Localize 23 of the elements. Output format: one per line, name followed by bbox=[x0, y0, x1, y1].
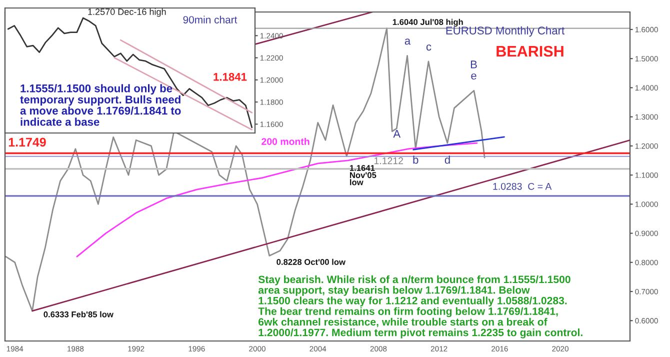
annotation: a bbox=[404, 38, 411, 45]
annotation: 1.1555/1.1500 should only be temporary support. Bulls need a move above 1.1769/1.1841 to indicate a base bbox=[20, 84, 181, 126]
annotation: EURUSD Monthly Chart bbox=[446, 26, 565, 37]
annotation: 1.2570 Dec-16 high bbox=[88, 8, 166, 17]
ref-line-label: 1.0283 C = A bbox=[493, 182, 552, 190]
line-series bbox=[7, 17, 253, 128]
annotation: 90min chart bbox=[183, 16, 238, 24]
annotation: 0.6333 Feb'85 low bbox=[44, 311, 114, 318]
annotation: 200 month bbox=[262, 138, 310, 145]
annotation: 1.1641 Nov'05 low bbox=[350, 165, 376, 186]
annotation: B bbox=[470, 60, 477, 68]
annotation: d bbox=[444, 156, 450, 164]
annotation: 0.8228 Oct'00 low bbox=[276, 258, 346, 265]
annotation: Stay bearish. While risk of a n/term bounce from 1.1555/1.1500 area support, stay bearish below 1.1769/1.1841. Below 1.1500 clears the way for 1.1212 and eventually 1.0588/1.0283. The bear trend remains on firm footing below 1.1769/1.1841, 6wk channel resistance, while trouble starts on a break of 1.2000/1.1977. Medium term pivot remains 1.2235 to gain control. bbox=[258, 275, 582, 338]
annotation: b bbox=[413, 156, 418, 164]
ref-line-label: 1.1212 bbox=[374, 157, 403, 164]
annotation: e bbox=[471, 73, 476, 80]
annotation: A bbox=[393, 130, 401, 138]
annotation: c bbox=[426, 44, 432, 51]
annotation: BEARISH bbox=[496, 46, 564, 57]
annotation: 1.1841 bbox=[214, 72, 247, 81]
ref-line-label: 1.1749 bbox=[8, 138, 46, 147]
annotation: 1.6040 Jul'08 high bbox=[392, 18, 463, 27]
